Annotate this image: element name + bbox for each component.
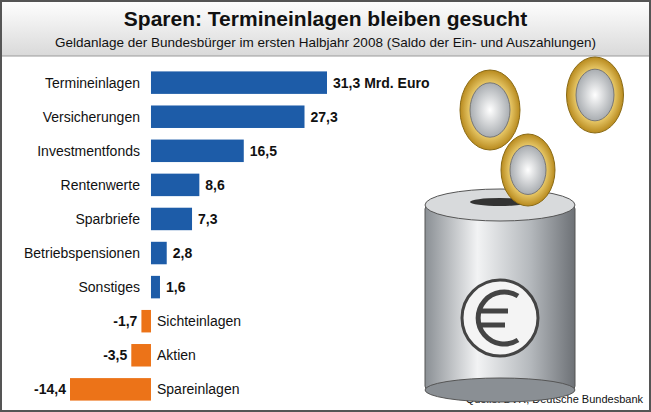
can-body: [425, 205, 575, 390]
category-label: Sichteinlagen: [157, 313, 241, 329]
coin-ring: [460, 70, 520, 150]
chart: Sparen: Termineinlagen bleiben gesucht Ge…: [0, 0, 651, 412]
data-label: -3,5: [103, 347, 127, 363]
coin-center: [576, 69, 614, 121]
bar: [151, 208, 192, 230]
category-label: Aktien: [157, 347, 196, 363]
category-label: Sonstiges: [78, 279, 139, 295]
category-label: Versicherungen: [43, 109, 140, 125]
coin-ring: [501, 134, 555, 206]
frame: [1, 1, 650, 411]
coin-ring: [567, 57, 624, 133]
data-label: -14,4: [34, 381, 66, 397]
category-label: Spareinlagen: [157, 381, 240, 397]
bar: [151, 105, 305, 127]
bar: [141, 310, 151, 332]
data-label: -1,7: [113, 313, 137, 329]
category-label: Rentenwerte: [61, 177, 141, 193]
coin-center: [510, 146, 546, 195]
data-label: 31,3 Mrd. Euro: [333, 75, 429, 91]
euro-sign: [478, 292, 518, 344]
labels: Termineinlagen Versicherungen Investmentfo…: [24, 75, 429, 398]
bar: [151, 140, 244, 162]
subtitle: Geldanlage der Bundesbürger im ersten Ha…: [55, 35, 596, 50]
coin: [460, 70, 520, 150]
data-label: 27,3: [311, 109, 338, 125]
bar: [151, 174, 199, 196]
coin-center: [470, 83, 510, 137]
bar: [151, 242, 167, 264]
data-label: 7,3: [198, 211, 218, 227]
category-label: Betriebspensionen: [24, 245, 140, 261]
category-label: Sparbriefe: [75, 211, 140, 227]
background: [0, 0, 651, 412]
category-label: Investmentfonds: [37, 143, 140, 159]
money-box-illustration: [425, 57, 624, 402]
title: Sparen: Termineinlagen bleiben gesucht: [124, 7, 527, 30]
can-bottom: [425, 378, 575, 402]
header-rule: [0, 56, 651, 57]
data-label: 2,8: [173, 245, 193, 261]
category-label: Termineinlagen: [45, 75, 140, 91]
bar: [151, 71, 327, 93]
bar: [131, 344, 151, 366]
header-band: [0, 0, 651, 56]
coin: [501, 134, 555, 206]
bar: [70, 378, 151, 400]
bar: [151, 276, 160, 298]
coin: [567, 57, 624, 133]
can-lid: [425, 189, 575, 221]
data-label: 1,6: [166, 279, 186, 295]
data-label: 8,6: [205, 177, 225, 193]
data-label: 16,5: [250, 143, 277, 159]
euro-badge: [462, 280, 538, 356]
